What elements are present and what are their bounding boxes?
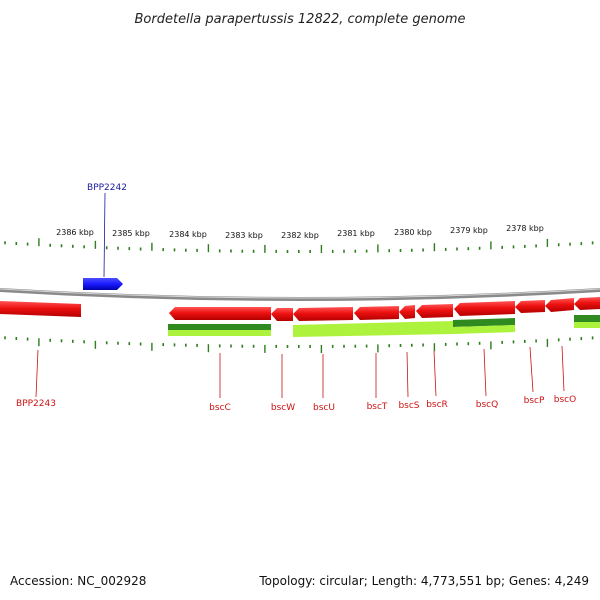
gene-leader-bscr: [433, 350, 437, 397]
gene-arrow-bscp[interactable]: [515, 300, 545, 313]
gene-bsct[interactable]: bscT: [354, 306, 399, 412]
gene-leader-bscp: [529, 346, 534, 393]
gene-bpp2242[interactable]: BPP2242: [83, 183, 127, 290]
scale-label-2379: 2379 kbp: [450, 226, 488, 235]
gene-arrow-bscq[interactable]: [454, 301, 515, 316]
gene-arrow-bscc[interactable]: [169, 307, 271, 320]
scale-label-2384: 2384 kbp: [169, 230, 207, 239]
gene-label-bscr[interactable]: bscR: [426, 400, 448, 410]
scale-ticks-outer: [4, 238, 594, 253]
gene-arrow-bscw[interactable]: [271, 308, 293, 321]
feature-bars: [168, 315, 600, 337]
feature-bar-dark-4: [574, 315, 600, 322]
gene-label-bscc[interactable]: bscC: [209, 403, 231, 413]
gene-leader-bpp2242: [103, 192, 106, 278]
scale-label-2383: 2383 kbp: [225, 231, 263, 240]
gene-bpp2243[interactable]: BPP2243: [0, 301, 81, 409]
gene-bscq[interactable]: bscQ: [454, 301, 515, 410]
feature-bar-light-1: [168, 330, 271, 336]
scale-label-2385: 2385 kbp: [112, 229, 150, 238]
gene-leader-bpp2243: [35, 349, 39, 398]
gene-leader-bsco: [561, 345, 565, 392]
gene-label-bscs[interactable]: bscS: [398, 401, 419, 411]
feature-bar-dark-1: [168, 324, 271, 330]
scale-label-2382: 2382 kbp: [281, 231, 319, 240]
gene-arrow-bpp2243[interactable]: [0, 301, 81, 317]
feature-bar-light-2: [293, 321, 453, 337]
gene-label-bpp2242[interactable]: BPP2242: [87, 183, 127, 193]
gene-leader-bscs: [406, 351, 409, 398]
gene-label-bscw[interactable]: bscW: [271, 403, 295, 413]
gene-leader-bscq: [483, 348, 487, 397]
feature-bar-light-4: [574, 322, 600, 328]
scale-ticks-inner: [4, 336, 594, 353]
scale-label-2386: 2386 kbp: [56, 228, 94, 237]
gene-partial-right[interactable]: [574, 297, 600, 310]
gene-label-bscq[interactable]: bscQ: [476, 400, 498, 410]
gene-bscc[interactable]: bscC: [169, 307, 271, 413]
gene-label-bscu[interactable]: bscU: [313, 403, 335, 413]
gene-arrow-bpp2242[interactable]: [83, 278, 123, 290]
genome-summary: Topology: circular; Length: 4,773,551 bp…: [259, 574, 589, 588]
scale-label-2380: 2380 kbp: [394, 228, 432, 237]
gene-arrow-partial-right[interactable]: [574, 297, 600, 310]
scale-label-2378: 2378 kbp: [506, 224, 544, 233]
accession-label: Accession: NC_002928: [10, 574, 147, 588]
gene-bscr[interactable]: bscR: [416, 304, 453, 410]
gene-bscw[interactable]: bscW: [271, 308, 295, 413]
genome-backbone: [0, 288, 600, 301]
gene-label-bscp[interactable]: bscP: [524, 396, 545, 406]
scale-label-2381: 2381 kbp: [337, 229, 375, 238]
gene-label-bsct[interactable]: bscT: [367, 402, 388, 412]
gene-bscp[interactable]: bscP: [515, 300, 545, 406]
gene-arrow-bsct[interactable]: [354, 306, 399, 320]
genome-backbone-highlight: [0, 288, 600, 299]
feature-bar-dark-3: [453, 318, 515, 327]
gene-label-bsco[interactable]: bscO: [554, 395, 576, 405]
gene-bscu[interactable]: bscU: [293, 307, 353, 413]
scale-labels: 2386 kbp 2385 kbp 2384 kbp 2383 kbp 2382…: [56, 224, 544, 240]
gene-label-bpp2243[interactable]: BPP2243: [16, 399, 56, 409]
gene-arrow-bscs[interactable]: [399, 305, 415, 319]
gene-arrow-bsco[interactable]: [545, 298, 574, 312]
feature-bar-light-3: [453, 325, 515, 334]
gene-arrow-bscu[interactable]: [293, 307, 353, 321]
gene-arrow-bscr[interactable]: [416, 304, 453, 318]
map-title: Bordetella parapertussis 12822, complete…: [135, 12, 466, 27]
gene-bscs[interactable]: bscS: [398, 305, 420, 411]
gene-bsco[interactable]: bscO: [545, 298, 576, 405]
